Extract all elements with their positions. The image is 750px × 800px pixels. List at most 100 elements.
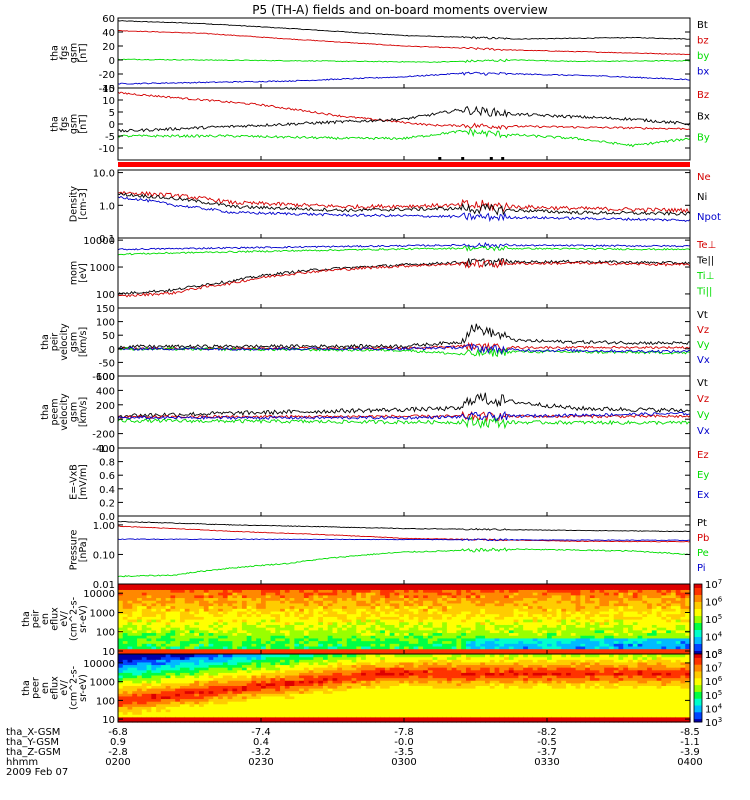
x-tick-label: 0.9 (110, 737, 126, 748)
series-Ni (117, 192, 691, 216)
spectrogram-peir_spec (118, 584, 691, 655)
x-tick-label: 0330 (534, 757, 559, 768)
svg-text:eflux: eflux (50, 607, 61, 631)
x-tick-label: 0400 (677, 757, 702, 768)
x-tick-label: -3.5 (394, 747, 414, 758)
panel-temp: 100 1000 10000 mom[eV] Te⊥ Te|| Ti⊥ Ti|| (69, 236, 716, 309)
x-row-label: hhmm (6, 757, 38, 768)
y-axis-label: mom[eV] (69, 261, 90, 285)
legend-By: By (697, 133, 710, 144)
y-axis-label: E=-VxB[mV/m] (69, 464, 90, 500)
y-tick-label: 0.1 (99, 234, 115, 245)
legend-Te||: Te|| (696, 256, 714, 267)
y-tick-label: -40 (99, 84, 115, 95)
svg-text:peir: peir (31, 610, 42, 629)
mode-bar (118, 157, 690, 167)
svg-text:en: en (40, 613, 51, 625)
panels: -40-200204060thafgsgsm[nT]Btbzbybx-10-50… (21, 14, 723, 729)
series-Bt (117, 20, 690, 40)
y-tick-label: 0.0 (99, 512, 115, 523)
panel-frame (117, 307, 691, 377)
y-tick-label: -20 (99, 70, 115, 81)
legend-Pi: Pi (697, 563, 706, 574)
svg-text:[nPa]: [nPa] (78, 538, 89, 563)
svg-text:velocity: velocity (59, 393, 70, 431)
colorbar-label: 107 (705, 578, 722, 591)
y-tick-label: 10 (102, 96, 115, 107)
colorbar-label: 106 (705, 675, 723, 688)
x-tick-label: -0.5 (537, 737, 557, 748)
series-Vt (117, 392, 691, 419)
svg-text:tha: tha (50, 45, 61, 61)
colorbar-label: 105 (705, 613, 722, 626)
y-tick-label: 10.0 (93, 169, 115, 180)
series-Pi (117, 538, 690, 542)
legend-Vz: Vz (697, 394, 709, 405)
y-tick-label: -10 (99, 144, 115, 155)
series-bz (117, 29, 691, 56)
svg-text:sr-eV): sr-eV) (78, 605, 89, 633)
y-tick-label: 400 (96, 386, 115, 397)
svg-text:eV/: eV/ (59, 610, 70, 626)
x-tick-label: -7.8 (394, 727, 414, 738)
panel-frame (117, 447, 691, 517)
series-bx (117, 71, 691, 85)
y-tick-label: 150 (96, 304, 115, 315)
colorbar-label: 108 (705, 648, 722, 661)
svg-text:Density: Density (69, 186, 80, 222)
y-tick-label: 15 (102, 84, 115, 95)
y-tick-label: -100 (92, 372, 115, 383)
colorbar-label: 106 (705, 596, 723, 609)
legend-Ex: Ex (697, 490, 709, 501)
svg-text:gsm: gsm (69, 402, 80, 422)
y-tick-label: 100 (96, 318, 115, 329)
y-axis-label: Density[cm-3] (69, 186, 90, 222)
legend-Pb: Pb (697, 533, 709, 544)
svg-text:[km/s]: [km/s] (78, 397, 89, 427)
svg-text:tha: tha (40, 404, 51, 420)
series-Pb (117, 525, 691, 543)
svg-text:mom: mom (69, 261, 80, 285)
panel-frame (117, 169, 691, 239)
svg-text:(cm^2-s-: (cm^2-s- (69, 597, 80, 641)
x-tick-label: -8.5 (680, 727, 700, 738)
x-tick-label: -8.2 (537, 727, 557, 738)
series-Npot (117, 195, 691, 223)
svg-text:[nT]: [nT] (78, 43, 89, 62)
y-tick-label: 600 (96, 372, 115, 383)
svg-text:tha: tha (50, 116, 61, 132)
colorbar-label: 103 (705, 648, 722, 661)
colorbar-label: 105 (705, 689, 722, 702)
x-row-label: tha_X-GSM (6, 727, 60, 738)
legend-Bx: Bx (697, 111, 710, 122)
y-tick-label: 10000 (83, 236, 115, 247)
y-tick-label: 10 (102, 647, 115, 658)
svg-text:gsm: gsm (69, 332, 80, 352)
legend-Vy: Vy (697, 410, 710, 421)
legend-Bz: Bz (697, 90, 709, 101)
y-tick-label: 0.10 (93, 550, 115, 561)
legend-bz: bz (697, 36, 709, 47)
legend-Te⊥: Te⊥ (696, 240, 716, 251)
colorbar-label: 104 (705, 702, 723, 715)
y-tick-label: 1000 (90, 678, 115, 689)
series-Ti⊥ (117, 241, 690, 251)
x-tick-label: -6.8 (108, 727, 128, 738)
legend-Ne: Ne (697, 172, 711, 183)
x-row-label: tha_Z-GSM (6, 747, 61, 758)
x-tick-label: 0300 (391, 757, 416, 768)
svg-text:[nT]: [nT] (78, 114, 89, 133)
panel-peir_spec: 10310410510610710100100010000thapeirenef… (21, 578, 723, 661)
y-tick-label: 1.00 (93, 521, 115, 532)
y-tick-label: 100 (96, 628, 115, 639)
